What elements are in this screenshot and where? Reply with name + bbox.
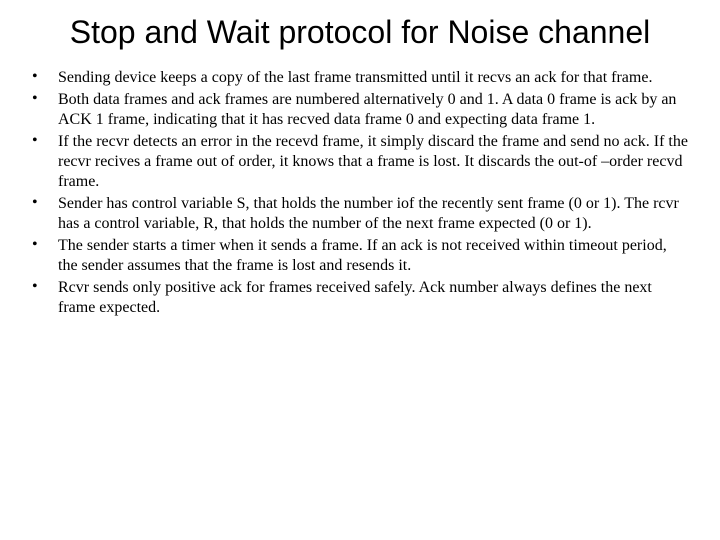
list-item: • The sender starts a timer when it send… [30, 236, 690, 276]
list-item: • Both data frames and ack frames are nu… [30, 90, 690, 130]
list-item: • If the recvr detects an error in the r… [30, 132, 690, 192]
bullet-marker: • [30, 68, 58, 86]
bullet-text: Rcvr sends only positive ack for frames … [58, 278, 690, 318]
list-item: • Rcvr sends only positive ack for frame… [30, 278, 690, 318]
bullet-text: The sender starts a timer when it sends … [58, 236, 690, 276]
bullet-text: Sending device keeps a copy of the last … [58, 68, 690, 88]
bullet-marker: • [30, 132, 58, 150]
bullet-text: Both data frames and ack frames are numb… [58, 90, 690, 130]
bullet-marker: • [30, 236, 58, 254]
bullet-text: Sender has control variable S, that hold… [58, 194, 690, 234]
page-title: Stop and Wait protocol for Noise channel [30, 15, 690, 50]
list-item: • Sending device keeps a copy of the las… [30, 68, 690, 88]
bullet-list: • Sending device keeps a copy of the las… [30, 68, 690, 318]
list-item: • Sender has control variable S, that ho… [30, 194, 690, 234]
bullet-marker: • [30, 278, 58, 296]
bullet-marker: • [30, 194, 58, 212]
bullet-text: If the recvr detects an error in the rec… [58, 132, 690, 192]
bullet-marker: • [30, 90, 58, 108]
